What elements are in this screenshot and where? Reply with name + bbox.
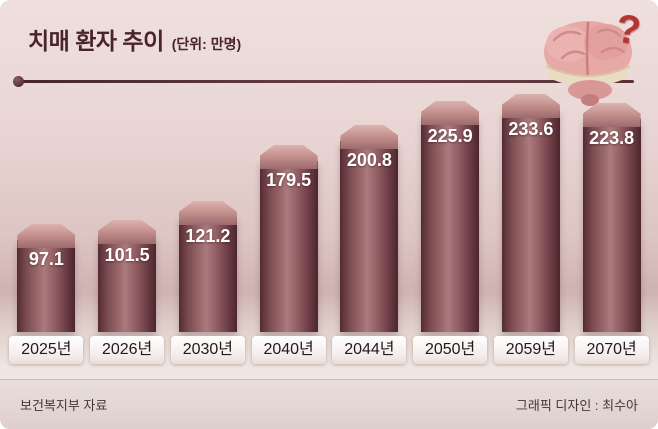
- bar-cap: [259, 145, 318, 169]
- bar-group: 223.8: [574, 72, 650, 332]
- unit-label: (단위: 만명): [171, 36, 242, 52]
- chart-header: 치매 환자 추이 (단위: 만명): [28, 22, 241, 56]
- bar: 233.6: [501, 94, 560, 332]
- year-labels: 2025년 2026년 2030년 2040년 2044년 2050년 2059년 2070년: [6, 336, 652, 364]
- bar-cap: [178, 201, 237, 225]
- bar-cap: [421, 101, 480, 125]
- bar-cap: [17, 224, 76, 248]
- page-title: 치매 환자 추이: [28, 28, 164, 54]
- footer-bar: 보건복지부 자료 그래픽 디자인 : 최수아: [0, 379, 658, 429]
- bar-group: 121.2: [170, 72, 246, 332]
- bar-group: 179.5: [251, 72, 327, 332]
- pin-line-decoration: [13, 76, 634, 87]
- bar-group: 233.6: [493, 72, 569, 332]
- source-label: 보건복지부 자료: [20, 398, 108, 413]
- bar-value-label: 225.9: [427, 126, 473, 146]
- credit-label: 그래픽 디자인 : 최수아: [515, 398, 638, 413]
- bar: 97.1: [17, 224, 76, 332]
- bar-value-label: 97.1: [28, 249, 64, 269]
- bar: 101.5: [98, 220, 157, 332]
- bar-group: 200.8: [331, 72, 407, 332]
- x-axis-label: 2044년: [332, 336, 407, 364]
- bar: 225.9: [421, 101, 480, 332]
- bar-cap: [98, 220, 157, 244]
- x-axis-label: 2025년: [9, 336, 84, 364]
- x-axis-label: 2030년: [170, 336, 245, 364]
- x-axis-label: 2050년: [413, 336, 488, 364]
- bar-group: 101.5: [89, 72, 165, 332]
- bar-value-label: 179.5: [266, 170, 312, 190]
- bar-chart: 97.1 101.5 121.2 179.5 200.8 225.9 233.6 223.8: [6, 72, 652, 332]
- bar-group: 97.1: [8, 72, 84, 332]
- brain-illustration: [544, 21, 632, 106]
- pin-head-decoration: [13, 76, 24, 87]
- bar-value-label: 200.8: [346, 150, 392, 170]
- bar-cap: [340, 125, 399, 149]
- x-axis-label: 2059년: [493, 336, 568, 364]
- bar-value-label: 233.6: [508, 119, 554, 139]
- x-axis-label: 2070년: [574, 336, 649, 364]
- bar-group: 225.9: [412, 72, 488, 332]
- bar: 223.8: [582, 103, 641, 332]
- bar-value-label: 101.5: [104, 245, 150, 265]
- bar-value-label: 121.2: [185, 226, 231, 246]
- brain-icon: ?: [532, 6, 650, 110]
- bar-value-label: 223.8: [589, 128, 635, 148]
- x-axis-label: 2040년: [251, 336, 326, 364]
- x-axis-label: 2026년: [90, 336, 165, 364]
- bar-cap: [582, 103, 641, 127]
- bar-cap: [501, 94, 560, 118]
- bar: 121.2: [178, 201, 237, 332]
- bar: 200.8: [340, 125, 399, 332]
- bar: 179.5: [259, 145, 318, 332]
